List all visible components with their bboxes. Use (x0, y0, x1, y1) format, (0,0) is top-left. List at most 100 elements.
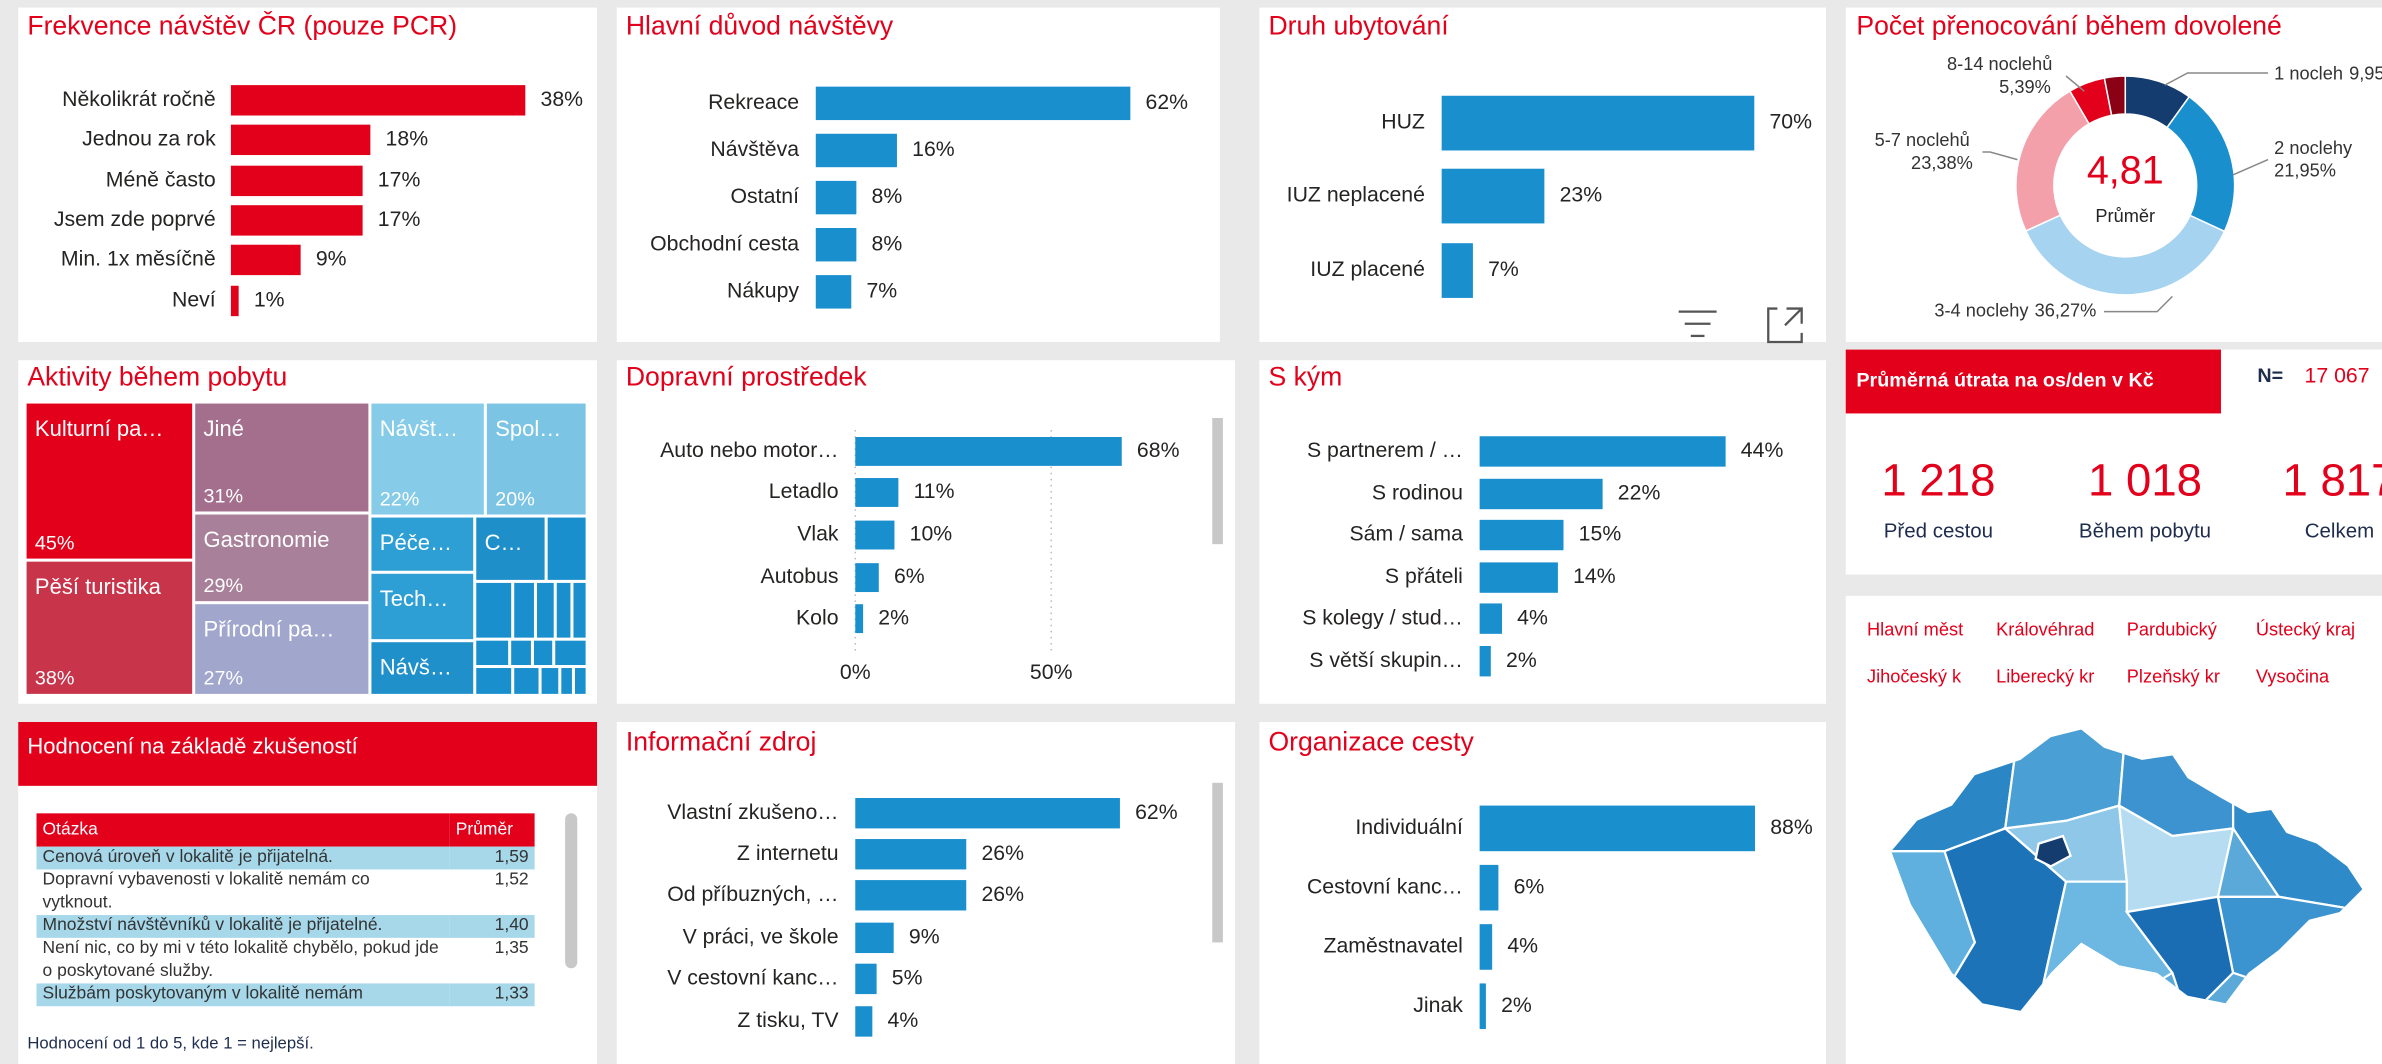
bar (1479, 519, 1564, 551)
bar (815, 228, 857, 262)
leader-line (2103, 295, 2173, 313)
category-label: HUZ (1381, 110, 1425, 134)
bar (1479, 864, 1499, 911)
chart-title: Frekvence návštěv ČR (pouze PCR) (27, 10, 457, 40)
bar (1479, 805, 1756, 852)
category-label: V práci, ve škole (683, 924, 839, 948)
map-filter[interactable]: Pardubický (2127, 619, 2218, 640)
category-label: Jinak (1413, 993, 1463, 1017)
donut-data-label: 5,39% (1999, 76, 2051, 97)
chart-title: Druh ubytování (1268, 10, 1449, 40)
map-filter[interactable]: Královéhrad (1996, 619, 2094, 640)
data-label: 38% (541, 87, 584, 111)
expand-icon[interactable] (1767, 307, 1803, 344)
table: Otázka Průměr Cenová úroveň v lokalitě je… (36, 813, 535, 1007)
category-label: Návštěva (710, 137, 799, 161)
data-label: 17% (378, 207, 421, 231)
bar (1441, 243, 1473, 298)
data-label: 2% (1501, 993, 1532, 1017)
treemap-label: Návšt… (380, 416, 458, 441)
treemap-cell (485, 402, 588, 517)
data-label: 4% (888, 1008, 919, 1032)
data-label: 4% (1517, 605, 1548, 629)
bar (855, 563, 879, 593)
leader-line (2065, 75, 2085, 92)
kpi-label: Před cestou (1884, 519, 1993, 542)
data-label: 22% (1618, 481, 1661, 505)
donut-label: 1 nocleh 9,95% (2274, 62, 2382, 83)
donut-category-label: 2 noclehy (2274, 137, 2353, 158)
category-label: Obchodní cesta (650, 231, 799, 255)
map-region-prague[interactable] (2034, 834, 2072, 868)
scrollbar[interactable] (565, 813, 578, 969)
treemap-cell-small (474, 639, 510, 667)
bar (855, 839, 967, 870)
icon-path (1767, 307, 1803, 344)
map-filter[interactable]: Hlavní měst (1867, 619, 1963, 640)
category-label: IUZ placené (1310, 257, 1425, 281)
category-label: Jednou za rok (82, 126, 216, 150)
treemap-data-label: 20% (495, 488, 535, 510)
data-label: 26% (981, 841, 1024, 865)
scrollbar[interactable] (1212, 418, 1223, 545)
table-row: Není nic, co by mi v této lokalitě chybě… (36, 938, 534, 984)
data-label: 44% (1741, 438, 1784, 462)
bar (855, 798, 1120, 829)
data-label: 16% (912, 137, 955, 161)
map-region[interactable] (2124, 895, 2235, 1019)
treemap-cell-small (546, 516, 588, 582)
cell: Dopravní vybavenosti v lokalitě nemám co… (42, 870, 370, 912)
donut-category-label: 5-7 noclehů (1875, 129, 1970, 150)
map-filter[interactable]: Jihočeský k (1867, 666, 1962, 687)
bar (230, 85, 526, 116)
donut-data-label: 23,38% (1911, 152, 1973, 173)
bar (855, 437, 1122, 466)
bar (855, 478, 899, 507)
data-label: 2% (878, 605, 909, 629)
scrollbar[interactable] (1212, 782, 1223, 943)
data-label: 68% (1137, 438, 1180, 462)
donut-category-label: 3-4 noclehy (1934, 299, 2029, 320)
bar (230, 165, 363, 197)
treemap-cell-small (512, 581, 536, 640)
kpi-value: 1 817 (2282, 454, 2382, 505)
treemap-label: Jiné (204, 416, 244, 441)
treemap-cell-small (559, 666, 574, 696)
map-filter[interactable]: Ústecký kraj (2256, 619, 2355, 640)
chart-title: Aktivity během pobytu (27, 362, 287, 392)
data-label: 9% (909, 924, 940, 948)
bar (1479, 983, 1486, 1030)
data-label: 17% (378, 168, 421, 192)
data-label: 15% (1579, 522, 1622, 546)
treemap-cell-small (474, 581, 513, 640)
treemap-label: Péče… (380, 530, 452, 555)
category-label: Individuální (1355, 815, 1463, 839)
kpi-value: 1 018 (2088, 454, 2202, 505)
chart-title: Dopravní prostředek (626, 362, 867, 392)
donut-segment (2103, 75, 2127, 117)
kpi-label: Během pobytu (2079, 519, 2211, 542)
category-label: Z internetu (737, 841, 839, 865)
bar (855, 1006, 873, 1037)
category-label: Zaměstnavatel (1323, 934, 1462, 958)
table-header-row: Otázka Průměr (36, 813, 535, 847)
treemap-cell (25, 402, 194, 561)
category-label: Auto nebo motor… (660, 438, 838, 462)
data-label: 18% (386, 126, 429, 150)
table-title: Hodnocení na základě zkušeností (27, 734, 358, 759)
column-header[interactable]: Otázka (36, 813, 450, 847)
cell: Službám poskytovaným v lokalitě nemám (36, 983, 450, 1007)
map-filter[interactable]: Liberecký kr (1996, 666, 2094, 687)
panel (1259, 722, 1826, 1064)
map-filter[interactable]: Plzeňský kr (2127, 666, 2220, 687)
table-note: Hodnocení od 1 do 5, kde 1 = nejlepší. (27, 1034, 313, 1053)
data-label: 7% (866, 278, 897, 302)
filter-icon[interactable] (1678, 310, 1717, 338)
data-label: 8% (872, 231, 903, 255)
data-label: 5% (892, 966, 923, 990)
kpi-n-value: 17 067 (2305, 364, 2370, 388)
donut-center-caption: Průměr (2095, 205, 2155, 226)
column-header[interactable]: Průměr (449, 813, 535, 847)
map-filter[interactable]: Vysočina (2256, 666, 2330, 687)
